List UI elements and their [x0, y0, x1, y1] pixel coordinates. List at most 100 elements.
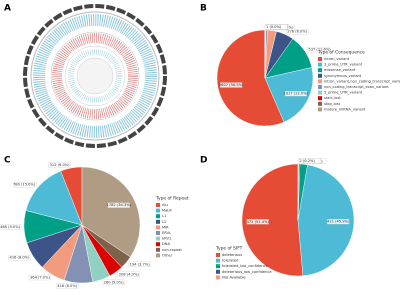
- legend-label: deleterious_low_confidence: [222, 270, 272, 274]
- legend-swatch: [318, 57, 322, 61]
- label-box: [102, 279, 125, 286]
- label-box: [220, 82, 243, 88]
- label-box: [298, 158, 321, 164]
- value-label: 416 (8.0%): [57, 284, 78, 288]
- legend-swatch: [318, 101, 322, 106]
- legend-swatch: [318, 68, 322, 73]
- legend-label: MaLR: [162, 209, 172, 213]
- legend-swatch: [156, 253, 160, 258]
- legend-label: L2: [162, 220, 166, 224]
- legend-label: non_coding_transcript_exon_variant: [324, 85, 389, 89]
- legend-swatch: [216, 275, 220, 280]
- legend-swatch: [216, 264, 220, 269]
- value-label: 276 (6.0%): [287, 30, 308, 34]
- pie-slice: [297, 163, 299, 221]
- legend-label: MIR: [162, 225, 169, 229]
- legend-label: Other: [162, 253, 173, 257]
- legend-label: stop_lost: [324, 102, 341, 106]
- legend-label: Alu: [162, 203, 168, 207]
- pie-slice: [297, 164, 355, 276]
- legend-swatch: [318, 79, 322, 84]
- value-label: 2 (0.2%): [299, 159, 315, 163]
- panel-label: C: [4, 156, 11, 166]
- legend-label: 5_prime_UTR_variant: [324, 91, 363, 95]
- label-box: [14, 182, 37, 188]
- legend-swatch: [156, 203, 160, 207]
- legend-swatch: [156, 242, 160, 247]
- value-label: 2607 (56.5%): [219, 83, 244, 87]
- label-box: [0, 224, 22, 230]
- legend-swatch: [318, 90, 322, 95]
- value-label: 364 (7.0%): [30, 276, 51, 280]
- label-box: [28, 274, 52, 281]
- panel-label: B: [200, 4, 207, 14]
- legend-swatch: [318, 62, 322, 67]
- pie-slice: [216, 29, 285, 127]
- legend-label: intron_variant,non_coding_transcript_var…: [324, 79, 400, 83]
- label-box: [264, 24, 288, 30]
- legend-swatch: [216, 258, 220, 263]
- legend-label: L1: [162, 214, 166, 218]
- label-box: [327, 219, 350, 225]
- circos-plot: [23, 4, 167, 148]
- value-label: 208 (4.0%): [119, 272, 140, 276]
- legend-label: tolerated: [222, 259, 238, 263]
- legend-label: DNA: [162, 242, 170, 246]
- legend-title: Type of Repeat: [155, 196, 189, 202]
- legend-label: Not Available: [222, 275, 246, 279]
- legend-label: synonymous_variant: [324, 74, 362, 78]
- label-box: [307, 47, 330, 53]
- legend-label: missense_variant: [324, 68, 356, 72]
- value-label: 260 (5.0%): [104, 280, 125, 284]
- value-label: 194 (3.7%): [130, 262, 151, 266]
- legend-swatch: [156, 231, 160, 235]
- label-box: [56, 283, 79, 289]
- legend-swatch: [216, 253, 220, 257]
- panel-label: D: [200, 156, 207, 166]
- legend-swatch: [156, 208, 160, 213]
- legend-swatch: [318, 85, 322, 89]
- value-label: 780 (15.0%): [13, 183, 36, 187]
- legend-swatch: [318, 107, 322, 112]
- pie-slice: [241, 163, 304, 277]
- value-label: 1 (0.0%): [266, 25, 282, 29]
- value-label: 468 (9.0%): [0, 225, 21, 229]
- legend-label: ERVL: [162, 231, 171, 235]
- legend-label: intron_variant: [324, 57, 350, 61]
- legend-swatch: [318, 73, 322, 78]
- value-label: 1782 (34.3%): [107, 203, 132, 207]
- value-label: 416 (8.0%): [10, 256, 31, 260]
- label-box: [8, 255, 31, 261]
- label-box: [246, 219, 269, 225]
- pie-slice: [25, 170, 83, 226]
- label-box: [284, 91, 307, 97]
- legend-label: tolerated_low_confidence: [222, 264, 269, 268]
- legend-swatch: [156, 225, 160, 230]
- legend-label: mature_miRNA_variant: [324, 107, 366, 111]
- legend-swatch: [156, 236, 160, 241]
- value-label: 1017 (22.0%): [284, 92, 309, 96]
- legend-swatch: [216, 269, 220, 274]
- label-box: [117, 271, 140, 277]
- legend-swatch: [156, 214, 160, 219]
- legend-label: start_lost: [324, 96, 341, 100]
- label-box: [128, 261, 151, 267]
- label-box: [48, 162, 71, 168]
- panel-label: A: [4, 4, 11, 14]
- label-box: [107, 202, 130, 208]
- value-label: 472 (51.4%): [247, 220, 270, 224]
- value-label: 421 (45.9%): [327, 220, 350, 224]
- legend-swatch: [318, 96, 322, 101]
- legend-swatch: [156, 219, 160, 224]
- legend-label: 3_prime_UTR_variant: [324, 63, 363, 67]
- legend-swatch: [156, 247, 160, 252]
- legend-label: ERV1: [162, 237, 171, 241]
- value-label: 312 (6.0%): [50, 163, 71, 167]
- legend-title: Type of Consequence: [317, 50, 365, 56]
- legend-title: Type of SIFT: [215, 246, 243, 252]
- value-label: 537 (11.6%): [308, 48, 331, 52]
- pie-slice: [81, 166, 141, 258]
- legend-label: deleterious: [222, 253, 242, 257]
- legend-label: non-repeat: [162, 248, 182, 252]
